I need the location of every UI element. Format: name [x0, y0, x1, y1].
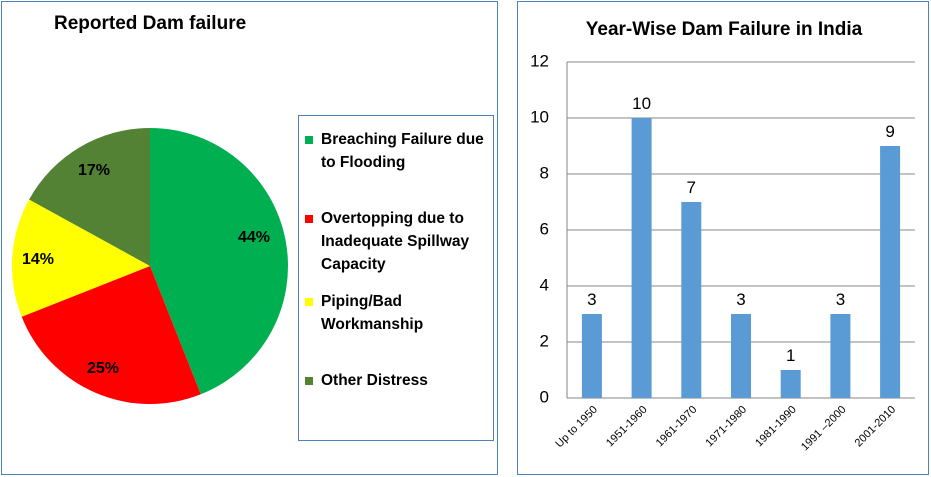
pie-labels: 44% 25% 14% 17%	[22, 162, 270, 377]
bar-chart-title: Year-Wise Dam Failure in India	[586, 19, 863, 40]
legend-swatch-other	[305, 377, 313, 385]
bar	[681, 202, 702, 398]
bar	[780, 370, 801, 398]
bar	[880, 146, 901, 398]
y-tick-label: 6	[540, 219, 549, 238]
bar-chart: Year-Wise Dam Failure in India 024681012…	[530, 19, 915, 454]
bar-data-label: 10	[632, 94, 651, 113]
bar-gridlines	[566, 61, 915, 399]
bar-data-label: 3	[836, 290, 845, 309]
bar-data-label: 3	[736, 290, 745, 309]
legend-item-piping: Piping/Bad Workmanship	[305, 290, 441, 336]
legend-item-other: Other Distress	[305, 369, 493, 392]
pie-slice-label: 44%	[238, 229, 270, 246]
y-tick-label: 8	[540, 163, 549, 182]
pie-slice-label: 14%	[22, 251, 54, 268]
bar	[631, 118, 652, 398]
pie-slice-label: 17%	[78, 162, 110, 179]
y-tick-label: 12	[530, 51, 549, 70]
legend-label: Piping/Bad Workmanship	[321, 293, 424, 333]
y-tick-label: 2	[540, 331, 549, 350]
y-tick-label: 10	[530, 107, 549, 126]
bar	[830, 314, 851, 398]
pie-slice	[12, 199, 151, 317]
pie-slice-label: 25%	[87, 360, 119, 377]
x-tick-label: 2001-2010	[853, 404, 899, 450]
bar-data-labels: 3 10 7 3 1 3 9	[587, 94, 895, 365]
bar-data-label: 9	[885, 122, 894, 141]
pie-slice	[29, 128, 150, 266]
x-tick-label: 1991 –2000	[799, 404, 849, 454]
legend-label: Overtopping due to Inadequate Spillway C…	[321, 210, 470, 273]
pie-legend: Breaching Failure due to Flooding Overto…	[298, 115, 494, 441]
legend-label: Other Distress	[321, 372, 428, 389]
pie-slices	[12, 128, 289, 405]
legend-item-breaching: Breaching Failure due to Flooding	[305, 128, 493, 174]
bar-data-label: 7	[687, 178, 696, 197]
x-tick-label: 1971-1980	[703, 404, 749, 450]
bar	[731, 314, 751, 398]
y-tick-label: 0	[540, 387, 549, 406]
legend-swatch-overtopping	[305, 215, 313, 223]
y-tick-label: 4	[540, 275, 549, 294]
legend-swatch-piping	[305, 298, 313, 306]
bars	[581, 118, 901, 398]
pie-slice	[150, 128, 289, 395]
x-tick-label: Up to 1950	[553, 404, 600, 451]
x-tick-label: 1981-1990	[753, 404, 799, 450]
pie-chart-panel: Reported Dam failure 44% 25% 14% 17% Breach…	[1, 1, 498, 475]
x-tick-label: 1951-1960	[604, 404, 650, 450]
bar	[581, 314, 602, 398]
pie-chart: Reported Dam failure 44% 25% 14% 17%	[12, 13, 289, 405]
legend-label: Breaching Failure due to Flooding	[321, 131, 484, 171]
legend-item-overtopping: Overtopping due to Inadequate Spillway C…	[305, 207, 493, 276]
pie-chart-title: Reported Dam failure	[54, 13, 246, 34]
bar-data-label: 1	[786, 346, 795, 365]
bar-chart-panel: Year-Wise Dam Failure in India 0 2 4 6 8 10 12…	[517, 1, 929, 475]
legend-swatch-breaching	[305, 136, 313, 144]
y-axis-ticks: 0 2 4 6 8 10 12	[530, 51, 549, 406]
x-axis-ticks: Up to 1950 1951-1960 1961-1970 1971-1980 198…	[553, 404, 898, 454]
pie-slice	[21, 266, 201, 405]
x-tick-label: 1961-1970	[654, 404, 700, 450]
bar-data-label: 3	[587, 290, 596, 309]
